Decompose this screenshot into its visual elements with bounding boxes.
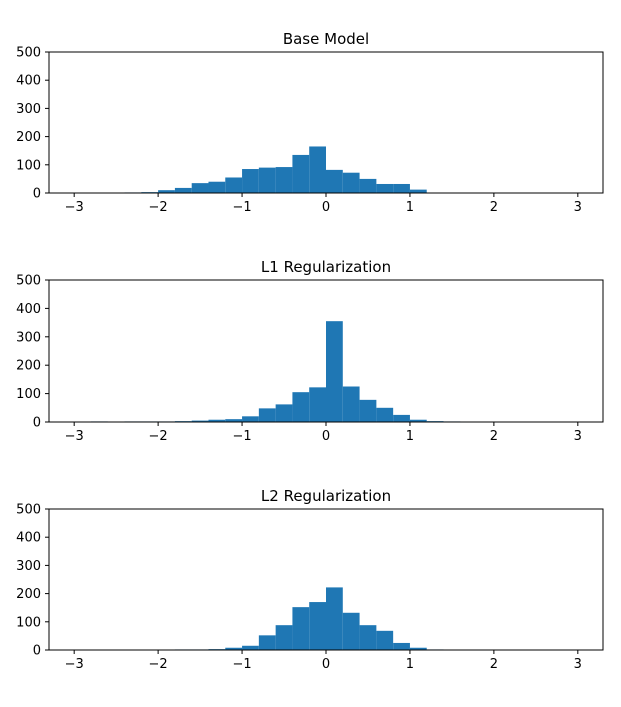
y-tick-label: 400 <box>16 302 41 317</box>
histogram-bar <box>208 181 226 193</box>
histogram-bar <box>342 386 360 422</box>
x-tick-label: −1 <box>232 429 251 444</box>
histogram-bar <box>258 167 276 193</box>
y-tick-label: 500 <box>16 503 41 518</box>
y-tick-label: 500 <box>16 46 41 61</box>
histogram-bar <box>309 602 326 650</box>
histogram-bar <box>376 630 394 650</box>
y-tick-label: 300 <box>16 559 41 574</box>
x-tick-label: −3 <box>65 657 84 672</box>
y-tick-label: 200 <box>16 587 41 602</box>
x-tick-label: 0 <box>322 200 330 215</box>
x-tick-label: 2 <box>490 200 498 215</box>
x-tick-label: 1 <box>406 657 414 672</box>
histogram-bar <box>359 178 377 193</box>
histogram-bar <box>326 587 343 650</box>
histogram-bar <box>225 647 243 650</box>
histogram-bar <box>275 404 293 422</box>
y-tick-label: 100 <box>16 615 41 630</box>
histogram-bar <box>174 187 192 193</box>
histogram-bar <box>409 647 427 650</box>
x-tick-label: −1 <box>232 657 251 672</box>
histogram-bar <box>275 625 293 650</box>
y-tick-label: 500 <box>16 274 41 289</box>
x-tick-label: 3 <box>574 200 582 215</box>
chart-title: L2 Regularization <box>261 487 391 505</box>
histogram-bar <box>242 169 259 193</box>
y-tick-label: 100 <box>16 158 41 173</box>
histogram-bar <box>359 399 377 422</box>
histogram-bar <box>393 183 410 193</box>
y-tick-label: 400 <box>16 74 41 89</box>
histogram-bar <box>191 183 209 193</box>
x-tick-label: −2 <box>149 200 168 215</box>
x-tick-label: 2 <box>490 657 498 672</box>
x-tick-label: −3 <box>65 429 84 444</box>
bars <box>158 587 444 650</box>
chart-title: Base Model <box>283 30 369 48</box>
x-tick-label: −2 <box>149 429 168 444</box>
histogram-bar <box>309 387 326 422</box>
x-tick-label: 2 <box>490 429 498 444</box>
histogram-bar <box>158 190 175 193</box>
histogram-bar <box>309 146 326 193</box>
histogram-bar <box>326 321 343 422</box>
histogram-bar <box>191 420 209 422</box>
histogram-bar <box>258 635 276 650</box>
y-tick-label: 200 <box>16 359 41 374</box>
x-tick-label: 1 <box>406 429 414 444</box>
histogram-bar <box>409 189 427 193</box>
histogram-bar <box>208 419 226 422</box>
bars <box>90 321 461 422</box>
y-tick-label: 300 <box>16 330 41 345</box>
y-tick-label: 200 <box>16 130 41 145</box>
x-tick-label: −3 <box>65 200 84 215</box>
histogram-bar <box>292 607 310 650</box>
histogram-bar <box>342 612 360 650</box>
histogram-bar <box>258 408 276 422</box>
histogram-panel-l2-regularization: L2 Regularization −3 −2 −1 0 1 2 3 0 100 200 300 40… <box>16 487 604 672</box>
histogram-bar <box>292 154 310 193</box>
histogram-bar <box>275 167 293 193</box>
y-tick-label: 0 <box>33 416 41 431</box>
y-tick-label: 400 <box>16 531 41 546</box>
x-tick-label: 3 <box>574 657 582 672</box>
histogram-bar <box>242 645 259 650</box>
x-tick-label: 0 <box>322 429 330 444</box>
histogram-bar <box>376 183 394 193</box>
y-tick-label: 0 <box>33 187 41 202</box>
histogram-bar <box>242 416 259 422</box>
histogram-bar <box>326 169 343 193</box>
x-tick-label: 3 <box>574 429 582 444</box>
chart-title: L1 Regularization <box>261 258 391 276</box>
histogram-bar <box>342 172 360 193</box>
bars <box>124 146 427 193</box>
histogram-bar <box>359 625 377 650</box>
histogram-bar <box>393 642 410 650</box>
y-tick-label: 0 <box>33 644 41 659</box>
histogram-bar <box>376 407 394 422</box>
x-tick-label: 0 <box>322 657 330 672</box>
histogram-bar <box>409 419 427 422</box>
y-tick-label: 100 <box>16 387 41 402</box>
histogram-bar <box>292 392 310 422</box>
histogram-panel-l1-regularization: L1 Regularization −3 −2 −1 0 1 2 3 0 100 200 300 40… <box>16 258 604 444</box>
histogram-bar <box>393 414 410 422</box>
histogram-panel-base-model: Base Model −3 −2 −1 0 1 2 3 0 100 200 300 400 500 <box>16 30 604 215</box>
histogram-bar <box>225 177 243 193</box>
x-tick-label: 1 <box>406 200 414 215</box>
x-tick-label: −1 <box>232 200 251 215</box>
x-tick-label: −2 <box>149 657 168 672</box>
y-tick-label: 300 <box>16 102 41 117</box>
histogram-bar <box>225 419 243 422</box>
